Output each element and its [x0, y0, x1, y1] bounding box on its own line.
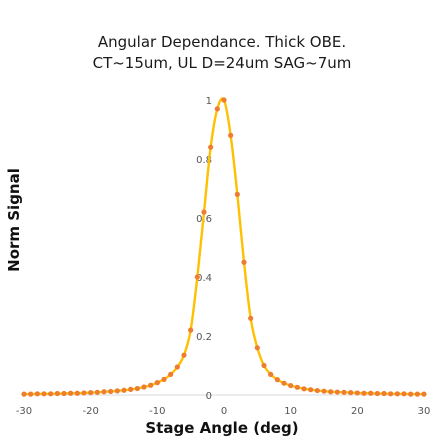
data-point — [294, 384, 300, 390]
data-point — [274, 377, 280, 383]
data-point — [321, 388, 327, 394]
data-point — [114, 388, 120, 394]
data-point — [28, 391, 34, 397]
data-point — [368, 390, 374, 396]
data-point — [394, 391, 400, 397]
data-point — [34, 391, 40, 397]
data-point — [68, 390, 74, 396]
data-point — [334, 389, 340, 395]
data-point — [188, 327, 194, 333]
x-tick-labels: -30 -20 -10 0 10 20 30 — [16, 406, 431, 417]
x-axis-title: Stage Angle (deg) — [145, 419, 298, 437]
data-point — [381, 390, 387, 397]
data-point — [214, 106, 220, 112]
data-point — [141, 384, 147, 390]
y-tick-label: 0.2 — [196, 332, 212, 343]
fit-curve — [23, 97, 424, 396]
data-point — [194, 274, 200, 280]
data-point — [228, 132, 234, 138]
data-point — [181, 352, 187, 358]
data-points — [21, 97, 427, 397]
data-point — [354, 390, 360, 396]
x-tick-label: 20 — [351, 406, 364, 417]
data-point — [308, 387, 314, 393]
data-point — [54, 390, 60, 397]
x-tick-label: -10 — [149, 406, 165, 417]
x-tick-label: -30 — [16, 406, 32, 417]
data-point — [61, 390, 67, 397]
data-point — [261, 362, 267, 369]
x-tick-label: 10 — [284, 406, 297, 417]
data-point — [268, 371, 274, 377]
data-point — [301, 386, 307, 392]
data-point — [161, 376, 167, 382]
x-tick-label: 30 — [418, 406, 431, 417]
x-tick-label: -20 — [82, 406, 98, 417]
data-point — [174, 364, 180, 370]
chart-subtitle: CT~15um, UL D=24um SAG~7um — [93, 54, 352, 72]
data-point — [74, 390, 80, 396]
data-point — [21, 391, 27, 397]
data-point — [41, 391, 47, 397]
data-point — [341, 389, 347, 395]
data-point — [408, 391, 414, 397]
data-point — [168, 371, 174, 377]
chart-title: Angular Dependance. Thick OBE. — [98, 33, 346, 51]
data-point — [374, 390, 380, 397]
data-point — [101, 389, 107, 395]
data-point — [208, 144, 214, 150]
data-point — [234, 191, 240, 197]
data-point — [241, 259, 247, 265]
data-point — [81, 390, 87, 396]
data-point — [388, 391, 394, 397]
data-point — [108, 388, 114, 395]
data-point — [361, 390, 367, 396]
y-tick-label: 0.8 — [196, 155, 212, 166]
y-tick-labels: 00.20.40.60.81 — [196, 96, 212, 402]
y-tick-label: 0.4 — [196, 273, 212, 284]
data-point — [121, 387, 127, 393]
data-point — [328, 389, 334, 395]
data-point — [421, 391, 427, 397]
data-point — [201, 209, 207, 215]
data-point — [88, 390, 94, 396]
x-tick-label: 0 — [221, 406, 227, 417]
data-point — [348, 390, 354, 396]
data-point — [148, 382, 154, 388]
data-point — [314, 387, 320, 394]
data-point — [401, 391, 407, 397]
y-tick-label: 1 — [206, 96, 212, 107]
data-point — [248, 315, 254, 321]
data-point — [281, 380, 287, 386]
data-point — [288, 382, 294, 389]
y-tick-label: 0 — [206, 391, 212, 402]
data-point — [254, 345, 260, 351]
data-point — [221, 97, 227, 103]
data-point — [154, 380, 160, 386]
data-point — [128, 386, 134, 392]
data-point — [94, 389, 100, 395]
data-point — [134, 385, 140, 392]
y-axis-title: Norm Signal — [5, 168, 23, 272]
data-point — [414, 391, 420, 397]
data-point — [48, 391, 54, 397]
